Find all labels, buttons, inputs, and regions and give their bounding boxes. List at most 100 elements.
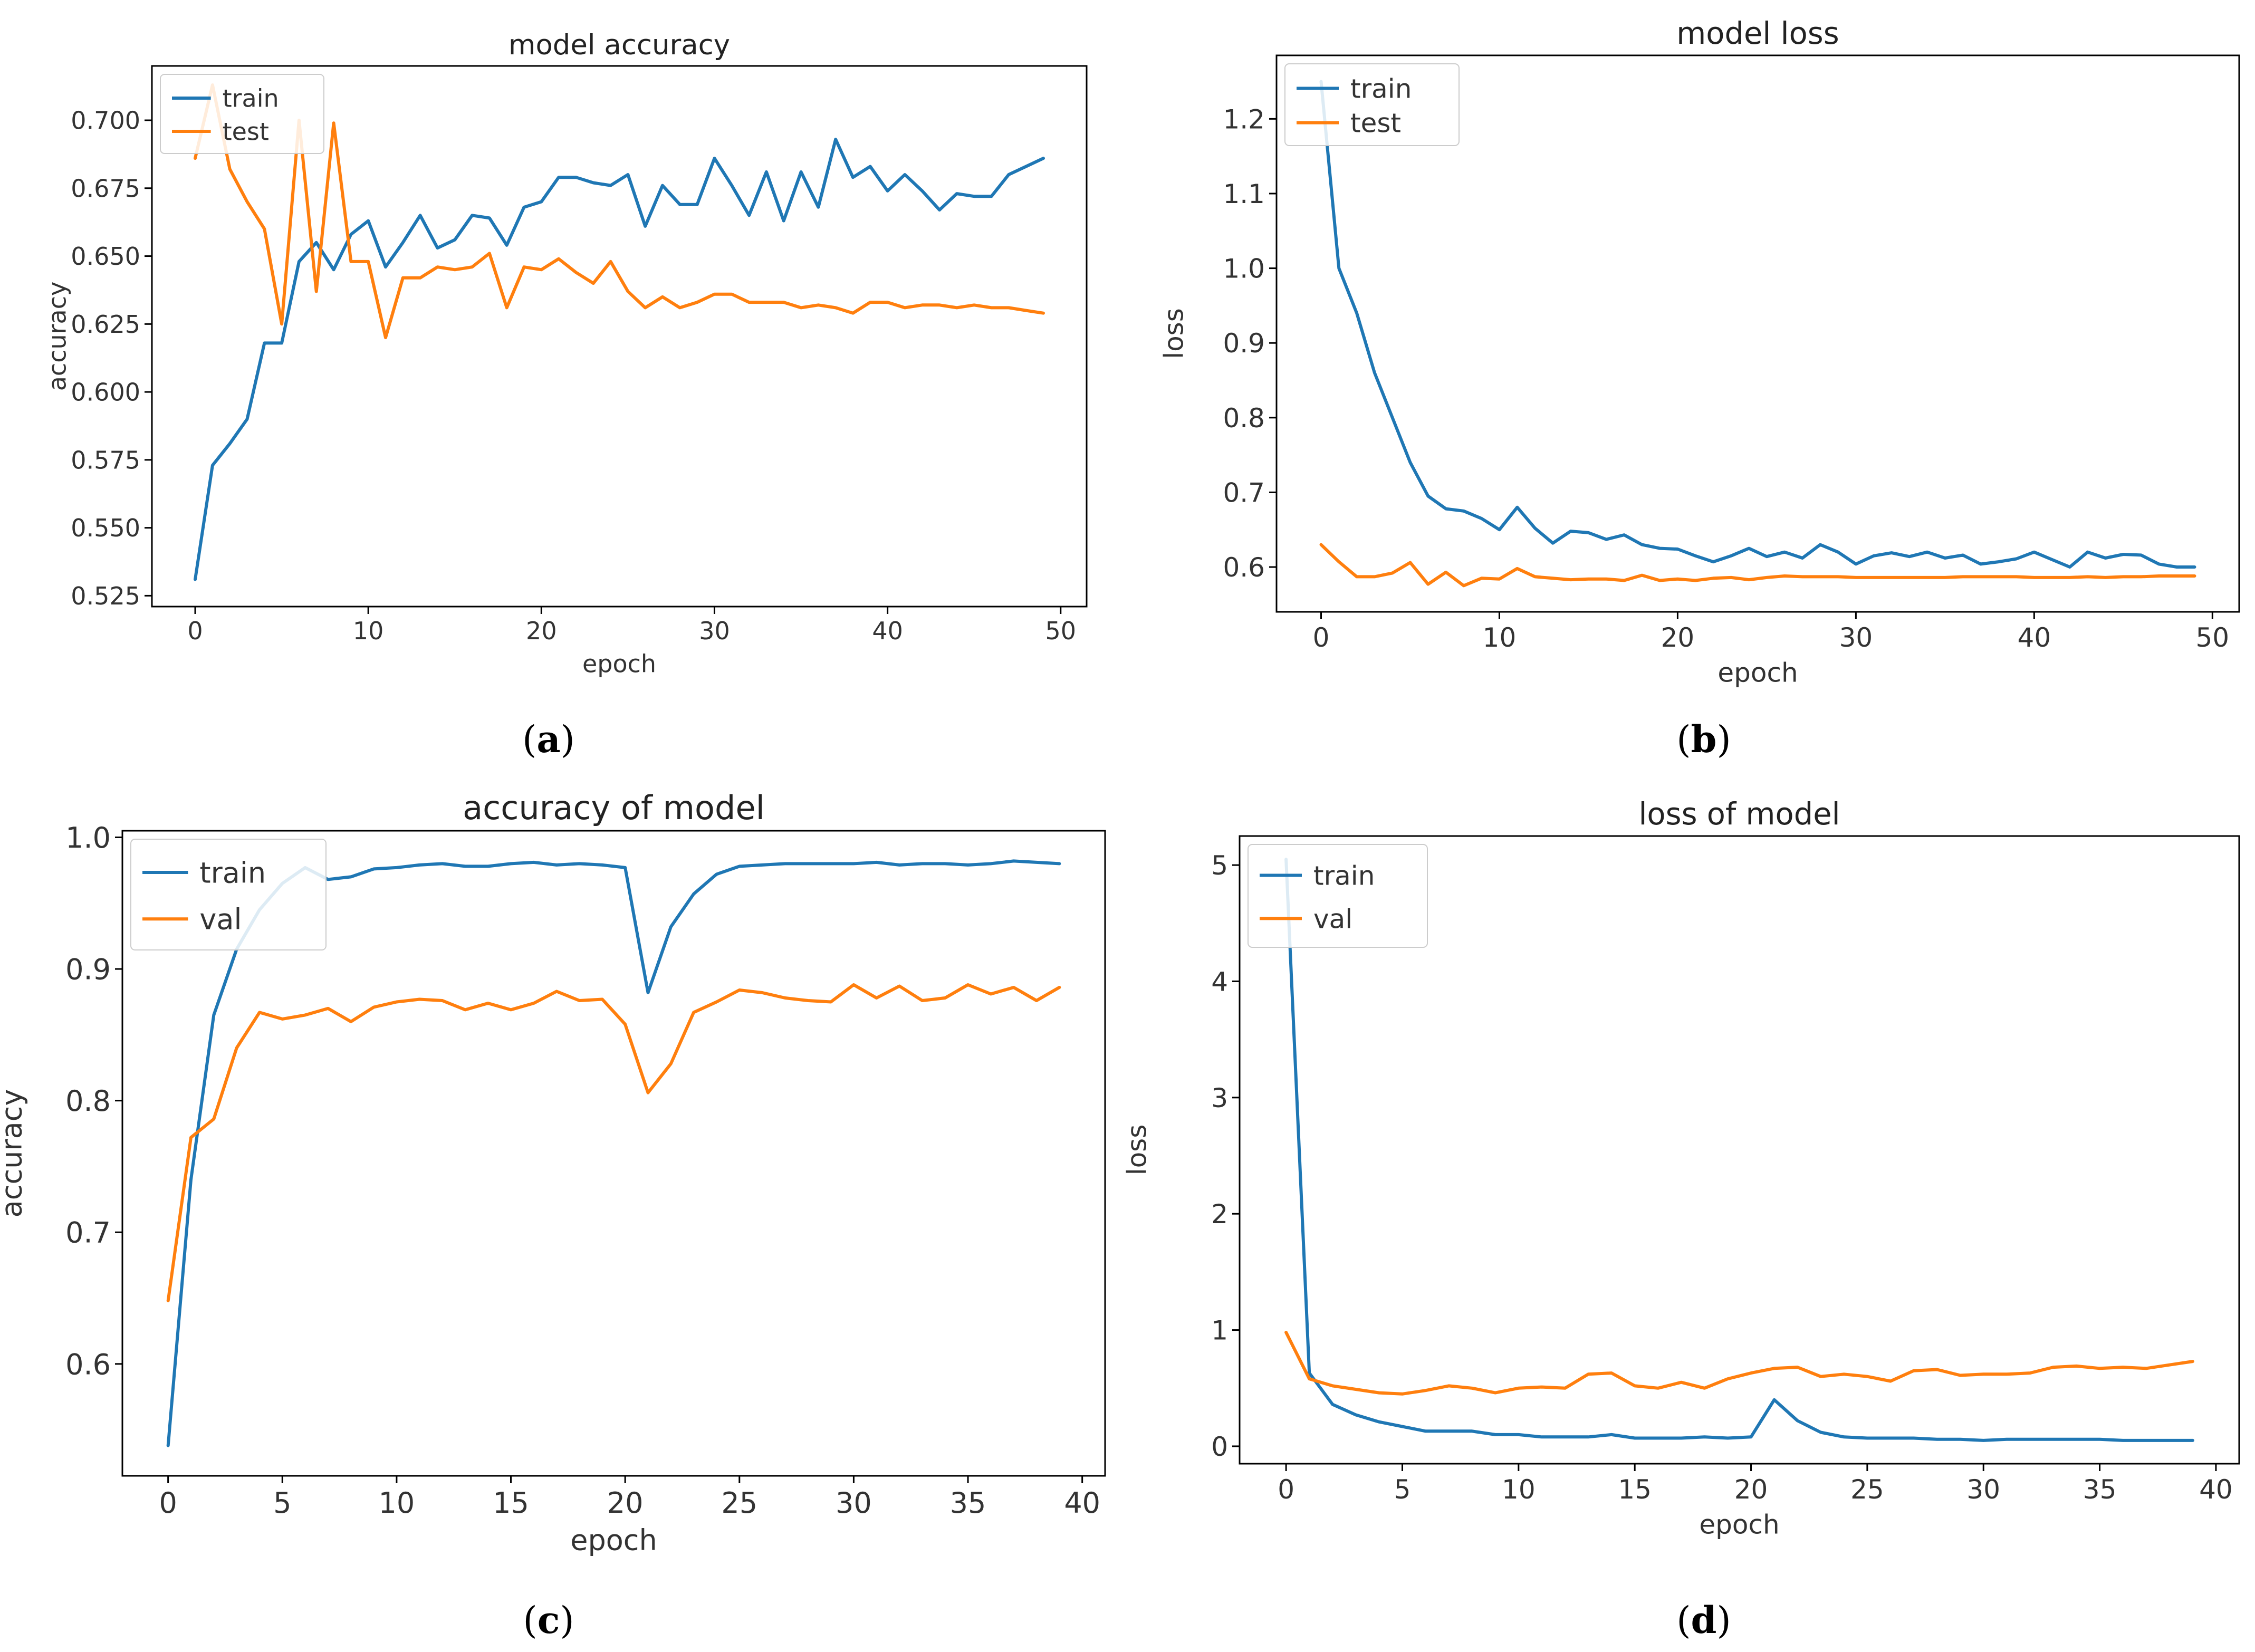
x-tick-label: 10 [1502,1474,1536,1505]
plot-frame [151,65,1088,608]
x-tick-label: 0 [1278,1474,1294,1505]
x-tick-label: 35 [950,1486,986,1520]
x-tick-label: 50 [2195,622,2229,653]
y-tick-label: 0.600 [71,378,140,407]
legend: train val [1248,844,1428,948]
y-tick-label: 0.625 [71,310,140,339]
x-tick-label: 40 [1064,1486,1100,1520]
plot-frame [1275,54,2240,613]
y-tick-label: 2 [1211,1199,1228,1230]
y-tick-label: 0.7 [1223,477,1265,508]
x-tick-label: 40 [2199,1474,2233,1505]
x-tick-label: 40 [2018,622,2051,653]
panel-caption-d: (d) [1676,1598,1731,1642]
x-tick-label: 0 [1313,622,1330,653]
series-line-val [1284,1331,2194,1396]
chart-panel-b: 0 10 20 30 40 50 0.6 0.7 0.8 0.9 1.0 1.1 1.2 model lo… [1159,16,2240,688]
y-tick-label: 5 [1211,850,1228,881]
y-tick-label: 0 [1211,1432,1228,1462]
x-tick-label: 30 [1839,622,1873,653]
y-tick-label: 1.0 [65,821,111,854]
panel-caption-b: (b) [1676,717,1731,761]
series-line-train [194,138,1045,581]
y-axis-label: accuracy [43,282,72,391]
x-tick-label: 30 [699,617,730,645]
x-tick-label: 0 [187,617,203,645]
x-tick-label: 5 [273,1486,291,1520]
y-tick-label: 1.1 [1223,179,1265,209]
y-tick-label: 0.700 [71,107,140,135]
legend-label-train: train [199,856,266,889]
y-tick-label: 0.675 [71,174,140,203]
legend-label-train: train [1313,861,1375,891]
series-line-val [166,983,1061,1302]
legend-label-val: val [1313,904,1352,934]
x-tick-label: 0 [159,1486,177,1520]
y-tick-label: 3 [1211,1083,1228,1113]
chart-panel-a: 0 10 20 30 40 50 0.525 0.550 0.575 0.600 0.625 0.65… [43,29,1088,678]
y-tick-label: 1.2 [1223,104,1265,135]
y-tick-label: 0.8 [65,1084,111,1118]
legend: train test [1284,63,1460,146]
legend-label-test: test [1350,108,1401,139]
y-tick-label: 4 [1211,966,1228,997]
chart-title: loss of model [1638,796,1840,832]
x-tick-label: 5 [1394,1474,1411,1505]
legend-box [1284,63,1460,146]
y-tick-label: 0.525 [71,582,140,610]
series-line-test [1319,543,2196,588]
legend-box [1248,844,1428,948]
x-tick-label: 10 [379,1486,415,1520]
x-tick-label: 20 [1734,1474,1768,1505]
chart-panel-c: 0 5 10 15 20 25 30 35 40 0.6 0.7 0.8 0.9 1.0 accuracy … [0,789,1106,1557]
series-line-train [1284,858,2194,1442]
x-tick-label: 15 [1618,1474,1652,1505]
legend-label-train: train [1350,74,1412,104]
y-axis-label: loss [1159,308,1189,359]
legend-label-test: test [223,118,269,146]
y-axis-label: loss [1122,1125,1153,1176]
x-axis-label: epoch [582,649,656,678]
series-line-train [1319,80,2196,569]
y-tick-label: 0.650 [71,242,140,271]
y-tick-label: 1 [1211,1315,1228,1346]
y-tick-label: 0.8 [1223,403,1265,434]
x-tick-label: 40 [872,617,903,645]
plot-frame [1239,835,2240,1465]
y-tick-label: 0.6 [65,1348,111,1381]
legend-box [130,839,327,950]
x-axis-label: epoch [1699,1510,1779,1540]
panel-caption-a: (a) [522,717,575,761]
y-tick-label: 0.6 [1223,552,1265,583]
y-tick-label: 0.9 [1223,328,1265,359]
x-tick-label: 10 [353,617,384,645]
x-tick-label: 20 [526,617,557,645]
series-line-test [194,83,1045,340]
x-tick-label: 20 [607,1486,644,1520]
x-tick-label: 25 [1850,1474,1884,1505]
x-tick-label: 50 [1045,617,1077,645]
y-axis-label: accuracy [0,1089,28,1218]
panel-caption-c: (c) [523,1598,574,1642]
y-tick-label: 0.550 [71,514,140,542]
legend-label-train: train [223,84,279,113]
x-axis-label: epoch [1717,658,1798,688]
y-tick-label: 0.9 [65,953,111,986]
x-tick-label: 25 [721,1486,757,1520]
y-tick-label: 0.7 [65,1216,111,1250]
y-tick-label: 1.0 [1223,254,1265,284]
legend-label-val: val [199,903,242,936]
x-tick-label: 15 [493,1486,529,1520]
x-tick-label: 10 [1483,622,1517,653]
chart-title: model accuracy [508,29,730,61]
chart-title: accuracy of model [463,789,765,827]
legend: train test [160,74,324,154]
x-tick-label: 35 [2083,1474,2117,1505]
x-tick-label: 30 [836,1486,872,1520]
x-axis-label: epoch [570,1524,657,1557]
legend-box [160,74,324,154]
chart-panel-d: 0 5 10 15 20 25 30 35 40 0 1 2 3 4 5 loss of model epoch… [1122,796,2240,1540]
x-tick-label: 30 [1966,1474,2000,1505]
plot-frame [121,830,1106,1477]
